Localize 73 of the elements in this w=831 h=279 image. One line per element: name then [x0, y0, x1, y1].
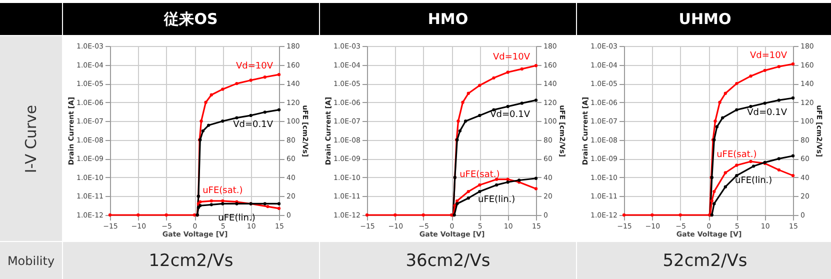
point — [458, 129, 462, 133]
point — [715, 125, 719, 128]
point — [506, 70, 510, 74]
series-label: Vd=0.1V — [747, 108, 788, 118]
series-label: Vd=0.1V — [233, 120, 274, 130]
point — [249, 114, 252, 118]
text: Mobility — [0, 242, 62, 279]
point — [735, 82, 738, 86]
point — [763, 102, 766, 105]
point — [478, 84, 482, 87]
point — [192, 213, 196, 217]
series-label: Vd=10V — [750, 51, 788, 61]
point — [204, 100, 208, 104]
point — [456, 120, 460, 123]
point — [650, 213, 654, 217]
point — [777, 65, 780, 68]
point — [235, 116, 238, 120]
series-label: uFE(sat.) — [460, 170, 500, 180]
series-label: Vd=10V — [236, 62, 274, 72]
series-label: uFE(lin.) — [218, 214, 256, 224]
text: I-V Curve — [22, 104, 40, 173]
text: 12cm2/Vs — [63, 242, 319, 279]
point — [714, 120, 717, 123]
chart-title: HMO — [320, 3, 576, 35]
series-label: uFE(lin.) — [478, 194, 516, 205]
point — [520, 67, 524, 71]
series-label: uFE(lin.) — [734, 176, 772, 186]
point — [466, 92, 470, 95]
point — [534, 98, 538, 102]
point — [749, 74, 752, 78]
point — [622, 213, 626, 217]
point — [277, 108, 281, 112]
point — [506, 104, 510, 108]
point — [492, 76, 496, 80]
chart-title: UHMO — [577, 3, 831, 35]
point — [365, 213, 369, 217]
point — [249, 78, 252, 82]
point — [263, 110, 266, 114]
text: 36cm2/Vs — [320, 242, 576, 279]
point — [221, 120, 224, 123]
series-label: Vd=10V — [492, 52, 531, 63]
point — [718, 100, 722, 104]
point — [422, 213, 425, 217]
point — [791, 96, 795, 100]
point — [791, 62, 795, 66]
point — [763, 68, 766, 72]
point — [724, 92, 727, 95]
point — [136, 213, 140, 217]
point — [164, 213, 168, 217]
point — [108, 213, 112, 217]
point — [235, 82, 238, 86]
point — [777, 98, 780, 102]
point — [201, 129, 205, 133]
point — [200, 120, 203, 123]
point — [207, 124, 210, 127]
point — [721, 116, 724, 120]
series-label: Vd=0.1V — [490, 110, 531, 120]
point — [394, 213, 397, 217]
text: 52cm2/Vs — [577, 242, 831, 279]
chart-title: 従来OS — [63, 3, 319, 35]
point — [678, 213, 682, 217]
point — [534, 64, 538, 68]
point — [210, 93, 213, 96]
point — [263, 76, 266, 79]
series-label: uFE(sat.) — [202, 186, 243, 196]
point — [277, 73, 281, 76]
point — [221, 88, 224, 91]
point — [735, 108, 738, 112]
point — [520, 102, 524, 105]
point — [464, 120, 468, 123]
point — [461, 100, 464, 104]
series-label: uFE(sat.) — [716, 150, 757, 160]
point — [478, 114, 482, 118]
